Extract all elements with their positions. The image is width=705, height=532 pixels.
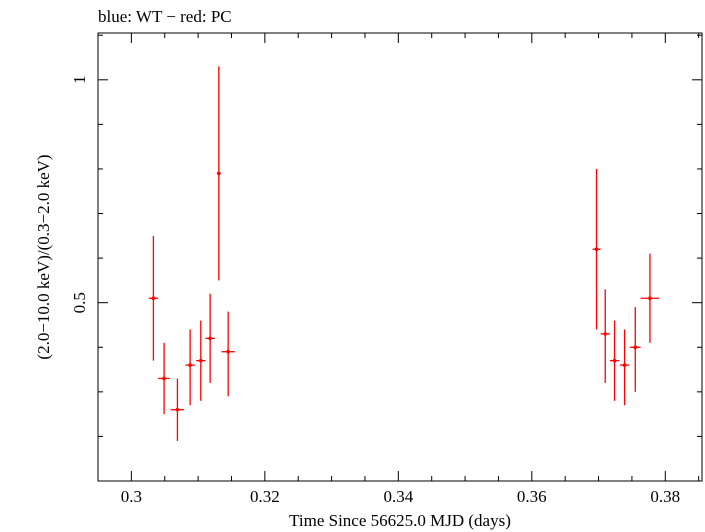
x-tick-label: 0.38 — [650, 487, 680, 506]
data-point — [158, 342, 171, 415]
data-point — [600, 289, 610, 383]
y-axis-label: (2.0−10.0 keV)/(0.3−2.0 keV) — [34, 154, 53, 359]
data-point — [216, 66, 221, 281]
plot-frame — [97, 32, 703, 482]
point-marker — [226, 349, 230, 354]
data-point — [609, 320, 620, 401]
x-tick-label: 0.32 — [250, 487, 280, 506]
data-point — [592, 168, 601, 330]
data-point — [196, 320, 206, 401]
point-marker — [217, 171, 221, 176]
data-point — [221, 311, 235, 397]
data-point — [148, 235, 159, 361]
y-tick-label: 1 — [70, 76, 89, 85]
x-tick-label: 0.34 — [383, 487, 413, 506]
point-marker — [612, 358, 617, 363]
x-axis: 0.3 0.32 0.34 0.36 0.38 — [97, 33, 700, 506]
data-point — [170, 378, 185, 441]
y-axis: 0.51 — [70, 34, 702, 482]
point-marker — [151, 296, 156, 301]
point-marker — [633, 345, 638, 350]
point-marker — [198, 358, 203, 363]
data-point — [640, 253, 660, 343]
point-marker — [622, 363, 627, 367]
point-marker — [208, 336, 212, 341]
y-tick-label: 0.5 — [70, 292, 89, 313]
data-series-pc — [148, 66, 660, 441]
chart-title: blue: WT − red: PC — [98, 7, 232, 26]
data-point — [619, 329, 630, 406]
x-axis-label: Time Since 56625.0 MJD (days) — [289, 511, 511, 530]
data-point — [185, 329, 195, 406]
point-marker — [188, 363, 192, 367]
data-point — [205, 293, 215, 383]
point-marker — [162, 376, 166, 381]
x-tick-label: 0.3 — [121, 487, 142, 506]
point-marker — [175, 407, 180, 412]
point-marker — [648, 296, 652, 301]
data-point — [629, 307, 641, 392]
x-tick-label: 0.36 — [517, 487, 547, 506]
point-marker — [594, 247, 599, 251]
point-marker — [603, 332, 608, 336]
